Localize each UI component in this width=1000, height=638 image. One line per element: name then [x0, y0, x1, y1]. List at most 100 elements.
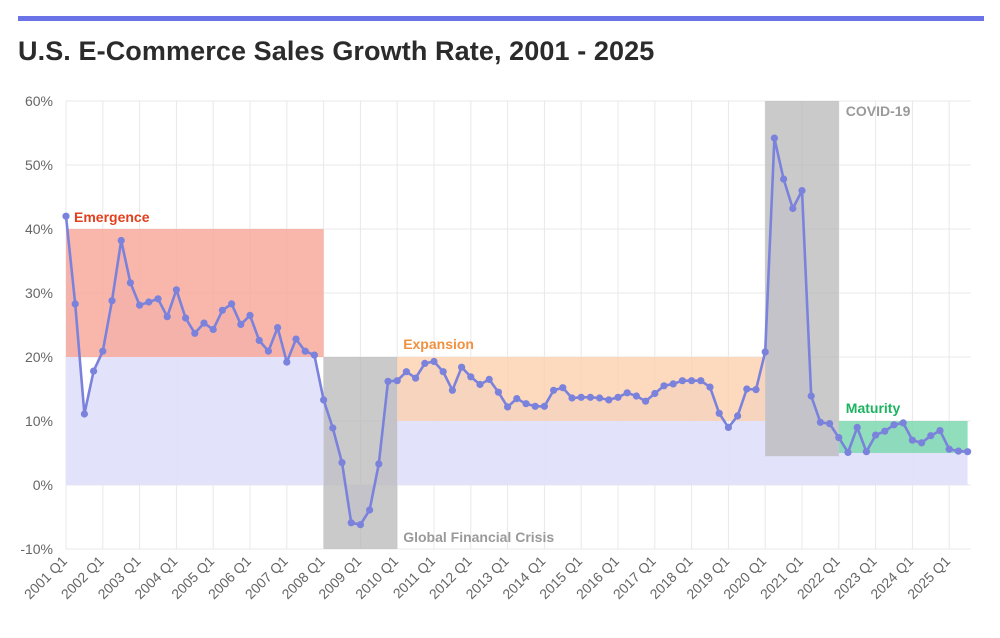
data-point: [752, 386, 760, 394]
series-points: [62, 134, 972, 529]
data-point: [200, 319, 208, 327]
data-point: [274, 324, 282, 332]
region-covid-19: [765, 101, 839, 457]
data-point: [770, 134, 779, 142]
data-point: [439, 368, 447, 376]
region-label: Expansion: [403, 336, 474, 352]
data-point: [596, 394, 604, 402]
data-point: [485, 375, 493, 383]
data-point: [228, 300, 236, 308]
data-point: [476, 380, 484, 389]
data-point: [172, 286, 180, 294]
data-point: [789, 204, 797, 213]
zero-baseline-fill: [66, 138, 968, 525]
data-point: [715, 409, 723, 417]
y-tick-label: 60%: [25, 93, 53, 109]
data-point: [347, 519, 355, 527]
data-point: [108, 297, 116, 305]
data-point: [586, 393, 595, 401]
data-point: [706, 383, 714, 391]
data-point: [954, 447, 963, 455]
data-point: [853, 423, 861, 431]
data-point: [642, 397, 650, 405]
y-tick-label: 0%: [33, 477, 53, 493]
data-point: [945, 445, 953, 453]
data-point: [669, 380, 677, 388]
y-tick-label: 10%: [25, 413, 53, 429]
data-point: [356, 521, 364, 529]
data-point: [458, 363, 466, 371]
data-point: [163, 313, 171, 321]
data-point: [816, 418, 825, 426]
data-point: [568, 394, 576, 402]
data-point: [964, 448, 972, 456]
region-label: Emergence: [74, 209, 150, 225]
data-point: [320, 396, 328, 404]
data-point: [660, 382, 668, 390]
region-label: COVID-19: [846, 103, 911, 119]
data-point: [872, 431, 880, 439]
data-point: [182, 314, 190, 322]
data-point: [899, 419, 907, 427]
area-fill: [66, 138, 968, 525]
data-point: [807, 392, 815, 400]
data-point: [237, 320, 245, 328]
data-point: [734, 412, 742, 420]
data-point: [918, 439, 926, 447]
data-point: [651, 389, 659, 398]
data-point: [678, 377, 687, 385]
data-point: [292, 335, 300, 343]
data-point: [310, 351, 318, 359]
data-point: [448, 386, 456, 394]
data-point: [375, 460, 383, 468]
data-point: [62, 212, 70, 220]
data-point: [494, 388, 502, 396]
data-point: [338, 459, 346, 467]
data-point: [890, 421, 898, 429]
data-point: [209, 325, 217, 334]
data-point: [798, 187, 806, 195]
data-point: [504, 403, 512, 411]
data-point: [577, 393, 585, 401]
data-point: [412, 374, 420, 382]
y-tick-label: 30%: [25, 285, 53, 301]
data-point: [531, 402, 539, 410]
data-point: [393, 377, 401, 385]
data-point: [191, 329, 199, 337]
data-point: [301, 347, 309, 355]
y-tick-label: -10%: [20, 541, 53, 557]
y-tick-label: 40%: [25, 221, 53, 237]
data-point: [835, 434, 843, 442]
data-point: [80, 410, 88, 418]
region-label: Maturity: [846, 400, 901, 416]
data-point: [826, 420, 834, 428]
data-point: [697, 377, 705, 385]
data-point: [154, 295, 162, 303]
data-point: [780, 175, 788, 183]
region-global-financial-crisis: [323, 357, 398, 549]
data-point: [71, 300, 79, 308]
data-point: [743, 385, 751, 393]
data-point: [844, 448, 852, 456]
data-point: [605, 396, 613, 404]
data-point: [862, 448, 871, 456]
data-point: [908, 436, 917, 444]
data-point: [90, 367, 98, 375]
data-point: [927, 432, 935, 440]
y-tick-label: 50%: [25, 157, 53, 173]
data-point: [430, 357, 438, 366]
data-point: [246, 311, 254, 319]
data-point: [936, 427, 944, 435]
data-point: [329, 424, 337, 432]
data-point: [881, 427, 889, 435]
data-point: [117, 236, 125, 245]
region-labels: Emergence Global Financial Crisis Expansio…: [74, 103, 911, 545]
data-point: [522, 400, 530, 408]
data-point: [614, 393, 622, 401]
data-point: [264, 347, 272, 355]
data-point: [126, 279, 134, 287]
data-point: [145, 298, 153, 306]
data-point: [467, 373, 475, 381]
